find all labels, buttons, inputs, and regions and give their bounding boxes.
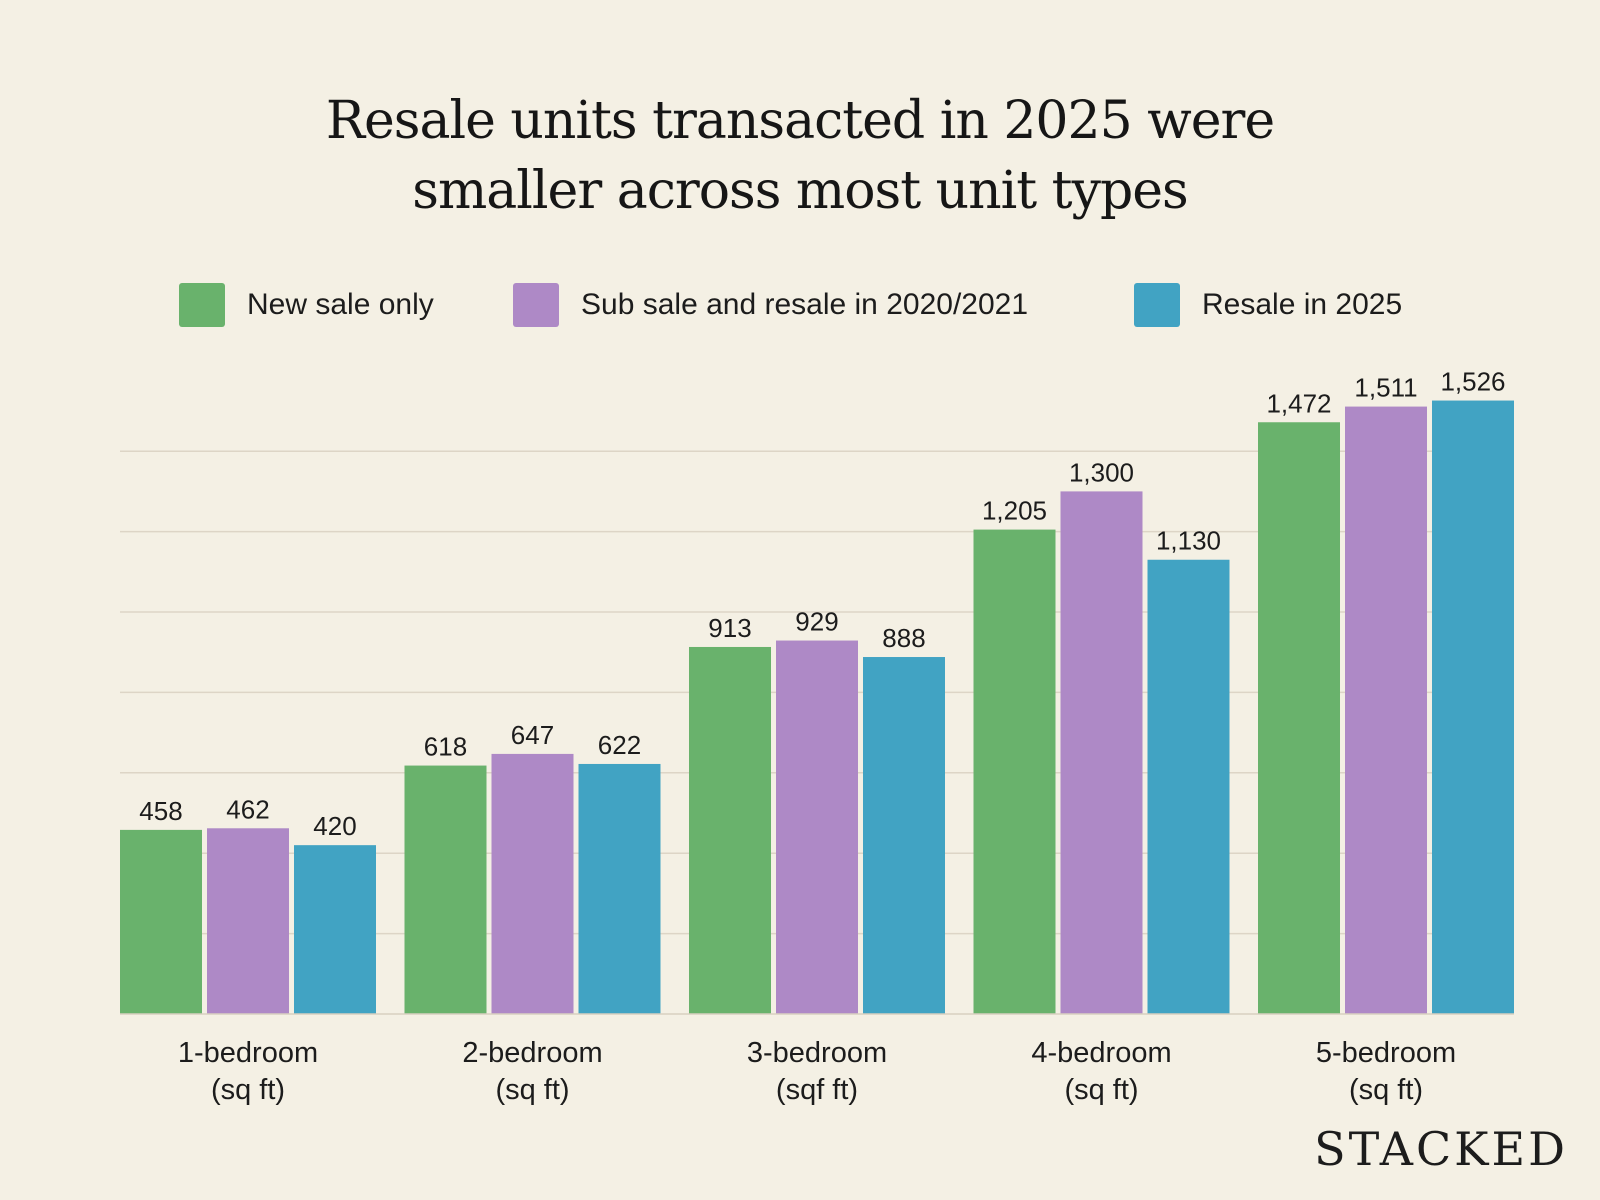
- legend-swatch-sub-sale: [513, 283, 559, 327]
- category-label: 4-bedroom: [1031, 1037, 1171, 1069]
- bar: [404, 765, 487, 1014]
- category-label: (sq ft): [1349, 1074, 1423, 1106]
- data-label: 647: [511, 720, 554, 750]
- bar: [120, 829, 202, 1014]
- legend-item-sub-sale: Sub sale and resale in 2020/2021: [513, 282, 1028, 328]
- legend-item-new-sale: New sale only: [179, 282, 434, 328]
- data-label: 1,205: [982, 496, 1047, 526]
- category-label: (sq ft): [495, 1074, 569, 1106]
- legend-label-new-sale: New sale only: [247, 288, 434, 321]
- data-label: 458: [139, 796, 182, 826]
- bar: [1258, 422, 1340, 1015]
- legend-label-sub-sale: Sub sale and resale in 2020/2021: [581, 288, 1029, 321]
- data-label: 1,511: [1354, 373, 1417, 403]
- data-label: 462: [226, 794, 269, 824]
- chart-title: Resale units transacted in 2025 were sma…: [0, 86, 1600, 226]
- data-label: 420: [313, 811, 356, 841]
- data-label: 1,300: [1069, 457, 1134, 487]
- data-label: 1,526: [1440, 367, 1505, 397]
- category-label: (sq ft): [211, 1074, 285, 1106]
- bar: [491, 753, 574, 1014]
- bar: [294, 845, 376, 1014]
- chart-title-line-2: smaller across most unit types: [412, 161, 1188, 221]
- bar: [973, 529, 1056, 1014]
- bar: [863, 657, 945, 1014]
- chart-title-line-1: Resale units transacted in 2025 were: [325, 91, 1275, 151]
- category-label: (sq ft): [1064, 1074, 1138, 1106]
- bar: [578, 763, 661, 1014]
- legend-item-resale-2025: Resale in 2025: [1134, 282, 1402, 328]
- data-label: 888: [882, 623, 925, 653]
- data-label: 1,472: [1266, 388, 1331, 418]
- category-label: 5-bedroom: [1316, 1037, 1456, 1069]
- bar: [1432, 400, 1514, 1015]
- data-label: 622: [598, 730, 641, 760]
- data-label: 913: [708, 613, 751, 643]
- legend-label-resale-2025: Resale in 2025: [1202, 288, 1403, 321]
- bar: [1060, 491, 1143, 1014]
- legend: New sale only Sub sale and resale in 202…: [0, 282, 1600, 328]
- legend-swatch-new-sale: [179, 283, 225, 327]
- category-label: 1-bedroom: [178, 1037, 318, 1069]
- bar: [207, 828, 289, 1014]
- bar: [1345, 406, 1427, 1014]
- brand-logo: STACKED: [1314, 1122, 1568, 1176]
- legend-swatch-resale-2025: [1134, 283, 1180, 327]
- category-label: 3-bedroom: [747, 1037, 887, 1069]
- category-label: (sqf ft): [776, 1074, 858, 1106]
- data-label: 1,130: [1156, 526, 1221, 556]
- bar: [689, 646, 771, 1014]
- data-label: 929: [795, 607, 838, 637]
- bar: [776, 640, 858, 1014]
- data-label: 618: [424, 732, 467, 762]
- bar: [1147, 559, 1230, 1014]
- category-label: 2-bedroom: [462, 1037, 602, 1069]
